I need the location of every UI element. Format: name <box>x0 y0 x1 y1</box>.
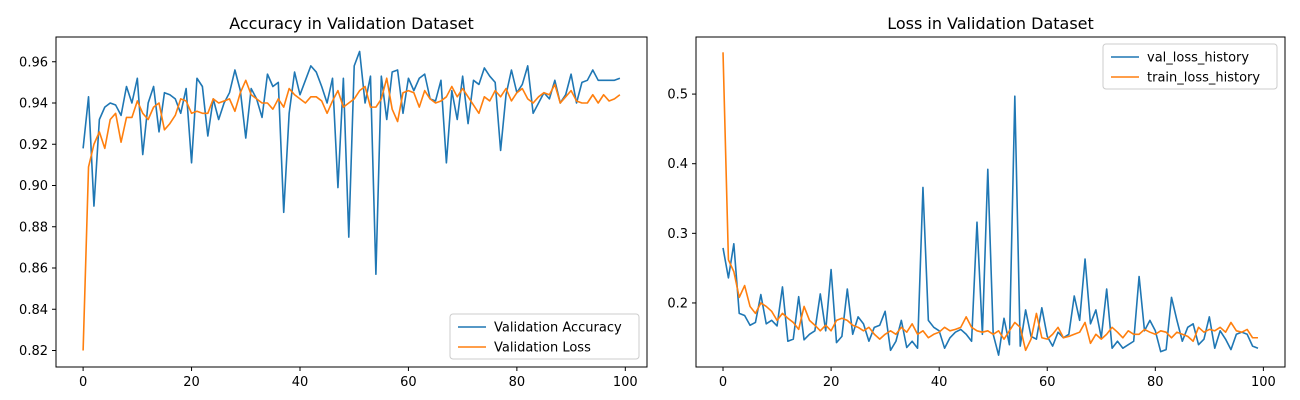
series-line-validation-accuracy <box>82 50 621 275</box>
x-tick-label: 60 <box>1039 375 1056 390</box>
x-tick-label: 0 <box>79 375 87 390</box>
series-line-validation-loss <box>82 77 621 351</box>
legend: Validation Accuracy Validation Loss <box>449 313 640 360</box>
x-tick-label: 60 <box>400 375 417 390</box>
plot-frame <box>695 36 1286 368</box>
y-tick-label: 0.5 <box>667 88 688 103</box>
y-tick-label: 0.84 <box>19 303 48 318</box>
chart-title: Loss in Validation Dataset <box>887 14 1094 33</box>
x-tick-label: 100 <box>613 375 638 390</box>
x-tick-label: 100 <box>1251 375 1276 390</box>
y-tick-label: 0.3 <box>667 227 688 242</box>
series-line-train-loss-history <box>722 52 1258 352</box>
legend-box <box>449 313 640 360</box>
legend-label: Validation Accuracy <box>494 321 622 336</box>
legend-label: val_loss_history <box>1147 51 1249 66</box>
legend-label: Validation Loss <box>494 341 591 356</box>
chart-title: Accuracy in Validation Dataset <box>229 14 474 33</box>
x-tick-label: 40 <box>292 375 309 390</box>
chart-panel-1: Accuracy in Validation Dataset 0 20 40 60 80 1… <box>19 14 648 390</box>
y-tick-label: 0.90 <box>19 179 48 194</box>
x-tick-label: 80 <box>509 375 526 390</box>
x-tick-label: 80 <box>1147 375 1164 390</box>
plot-frame <box>55 36 648 368</box>
x-tick-label: 40 <box>931 375 948 390</box>
series-line-val-loss-history <box>722 95 1259 356</box>
y-tick-label: 0.86 <box>19 262 48 277</box>
x-tick-label: 20 <box>183 375 200 390</box>
y-tick-label: 0.4 <box>667 157 688 172</box>
x-tick-label: 20 <box>823 375 840 390</box>
y-tick-label: 0.88 <box>19 220 48 235</box>
y-tick-label: 0.94 <box>19 97 48 112</box>
x-tick-label: 0 <box>719 375 727 390</box>
y-tick-label: 0.92 <box>19 138 48 153</box>
y-tick-label: 0.96 <box>19 55 48 70</box>
chart-panel-2: Loss in Validation Dataset 0 20 40 60 80 100 0.… <box>667 14 1286 390</box>
y-tick-label: 0.82 <box>19 344 48 359</box>
legend-box <box>1102 43 1278 90</box>
y-tick-label: 0.2 <box>667 296 688 311</box>
legend: val_loss_history train_loss_history <box>1102 43 1278 90</box>
legend-label: train_loss_history <box>1147 71 1260 86</box>
